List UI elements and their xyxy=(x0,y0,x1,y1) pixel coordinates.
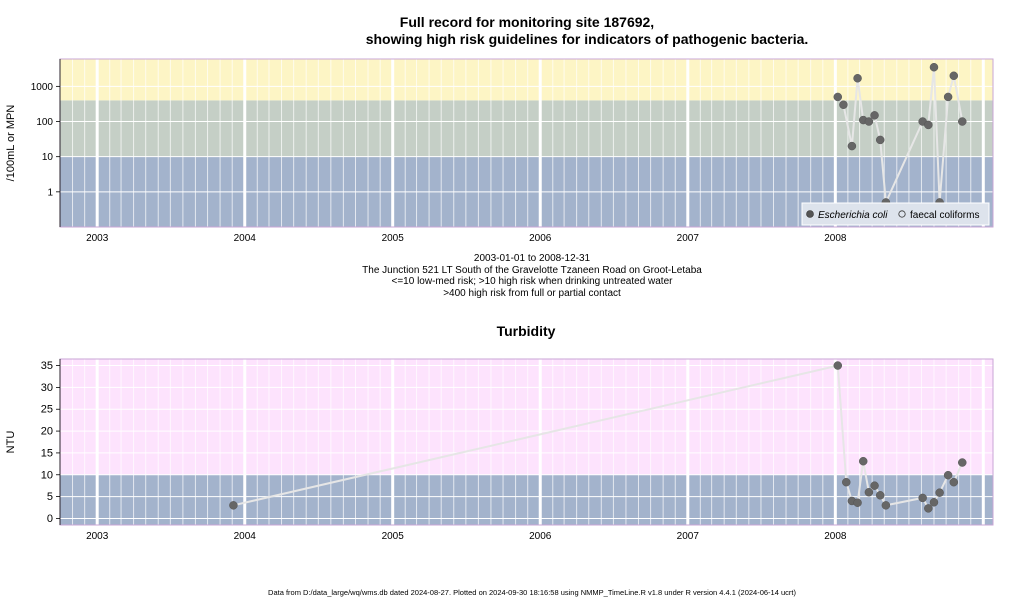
data-point xyxy=(853,74,862,83)
data-point xyxy=(858,456,868,466)
legend: Escherichia coli faecal coliforms xyxy=(801,202,990,226)
data-point xyxy=(853,498,862,507)
site-location: The Junction 521 LT South of the Gravelo… xyxy=(362,264,702,276)
guideline-text-1: <=10 low-med risk; >10 high risk when dr… xyxy=(391,276,673,287)
data-point xyxy=(875,135,885,145)
y-axis-label: /100mL or MPN xyxy=(5,105,17,182)
x-tick-label: 2003 xyxy=(86,233,109,244)
data-point xyxy=(229,501,238,510)
legend-label-faecal: faecal coliforms xyxy=(910,210,979,221)
data-point xyxy=(958,458,967,467)
x-tick-label: 2006 xyxy=(529,531,552,542)
risk-band-1 xyxy=(60,100,993,157)
bacteria-title-line-2: showing high risk guidelines for indicat… xyxy=(365,31,809,47)
data-point xyxy=(864,487,874,497)
y-tick-label: 30 xyxy=(41,382,53,394)
risk-band-2 xyxy=(60,59,993,101)
legend-box xyxy=(801,202,990,226)
x-tick-label: 2004 xyxy=(234,531,257,542)
x-tick-label: 2006 xyxy=(529,233,552,244)
bacteria-title-line-1: Full record for monitoring site 187692, xyxy=(399,14,655,30)
data-point xyxy=(864,117,874,126)
x-tick-label: 2005 xyxy=(382,531,405,542)
risk-band-1 xyxy=(60,359,993,475)
x-tick-label: 2004 xyxy=(234,233,257,244)
data-point xyxy=(935,488,944,497)
y-tick-label: 0 xyxy=(47,513,53,525)
data-point xyxy=(949,71,959,81)
x-tick-label: 2003 xyxy=(86,531,109,542)
risk-band-0 xyxy=(60,474,993,525)
y-tick-label: 1 xyxy=(47,187,53,198)
y-tick-label: 35 xyxy=(41,360,53,372)
data-point xyxy=(833,92,843,102)
legend-label-ecoli: Escherichia coli xyxy=(818,210,888,221)
guideline-text-2: >400 high risk from full or partial cont… xyxy=(443,287,621,299)
data-point xyxy=(929,498,939,507)
data-point xyxy=(943,92,953,102)
data-point xyxy=(924,120,933,130)
y-tick-label: 15 xyxy=(41,447,53,459)
data-point xyxy=(875,491,885,500)
data-point xyxy=(949,477,959,487)
data-point xyxy=(842,477,851,487)
x-tick-label: 2008 xyxy=(824,233,847,244)
data-point xyxy=(839,100,848,109)
y-tick-label: 5 xyxy=(47,491,53,503)
x-tick-label: 2007 xyxy=(677,233,700,244)
y-tick-label: 10 xyxy=(42,152,54,163)
legend-marker-filled xyxy=(806,210,814,218)
data-point xyxy=(943,470,953,480)
data-point xyxy=(847,141,857,151)
data-point xyxy=(870,481,879,490)
x-tick-label: 2008 xyxy=(824,531,847,542)
x-tick-label: 2007 xyxy=(677,531,700,542)
footer-note: Data from D:/data_large/wq/wms.db dated … xyxy=(268,588,796,597)
data-point xyxy=(881,501,891,510)
y-tick-label: 10 xyxy=(41,469,53,481)
chart-info: 2003-01-01 to 2008-12-31 The Junction 52… xyxy=(0,253,1024,299)
data-point xyxy=(833,361,843,370)
legend-marker-open xyxy=(898,210,906,218)
y-tick-label: 20 xyxy=(41,426,53,438)
data-point xyxy=(870,111,879,120)
y-tick-label: 100 xyxy=(36,117,53,128)
bacteria-chart: 1 10 100 1000 2003 2004 2005 2006 2007 2008 Esch… xyxy=(5,58,994,244)
date-range: 2003-01-01 to 2008-12-31 xyxy=(473,253,591,264)
y-tick-label: 25 xyxy=(41,404,53,416)
data-point xyxy=(958,117,967,126)
y-tick-label: 1000 xyxy=(31,82,54,93)
y-axis-label: NTU xyxy=(5,431,17,454)
data-point xyxy=(918,493,927,503)
x-tick-label: 2005 xyxy=(382,233,405,244)
turbidity-chart-title: Turbidity xyxy=(496,323,556,339)
data-point xyxy=(924,504,933,513)
series-line xyxy=(836,67,964,207)
data-point xyxy=(929,62,939,72)
bacteria-chart-title: Full record for monitoring site 187692, … xyxy=(0,14,1024,48)
